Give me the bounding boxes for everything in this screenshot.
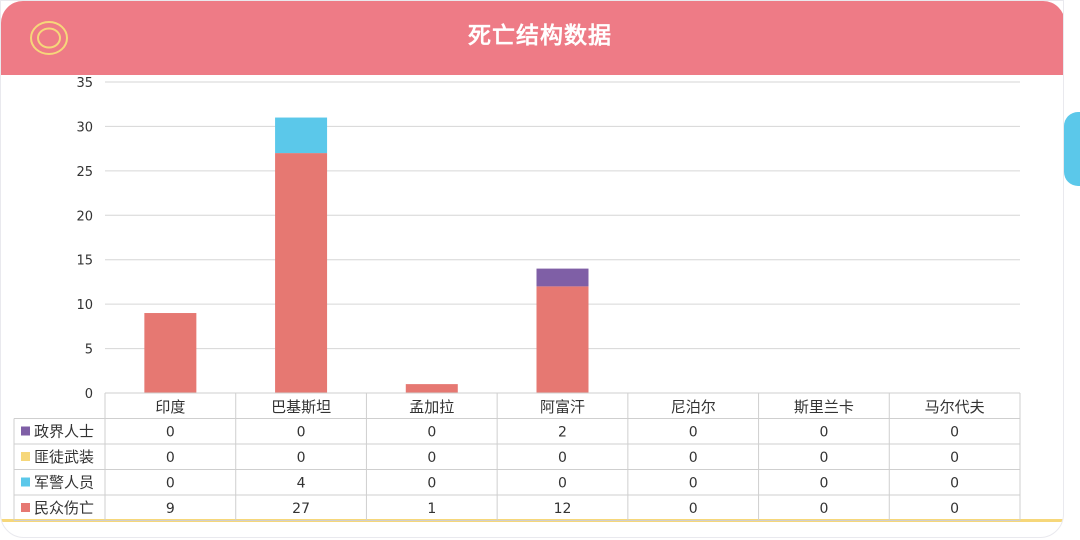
side-tab-handle[interactable] [1064, 112, 1080, 186]
table-cell-value: 0 [166, 476, 175, 492]
bar-segment [405, 384, 458, 393]
table-cell-value: 0 [689, 476, 698, 492]
category-label: 巴基斯坦 [271, 398, 331, 416]
y-tick-label: 0 [85, 387, 93, 402]
category-label: 阿富汗 [540, 398, 585, 416]
table-cell-value: 0 [950, 476, 959, 492]
table-cell-value: 0 [689, 450, 698, 466]
category-label: 斯里兰卡 [794, 398, 854, 416]
table-cell-value: 0 [689, 425, 698, 441]
legend-swatch [21, 477, 30, 487]
category-label: 印度 [155, 398, 185, 416]
table-cell-value: 0 [297, 450, 306, 466]
table-cell-value: 0 [950, 425, 959, 441]
table-cell-value: 0 [819, 501, 828, 517]
page-title: 死亡结构数据 [468, 23, 612, 49]
table-cell-value: 0 [819, 476, 828, 492]
table-cell-value: 0 [689, 501, 698, 517]
y-tick-label: 15 [76, 254, 93, 269]
bar-segment [275, 153, 328, 393]
legend-label: 民众伤亡 [34, 499, 94, 517]
bar-segment [275, 117, 328, 154]
category-label: 马尔代夫 [925, 398, 985, 416]
table-cell-value: 1 [427, 501, 436, 517]
table-cell-value: 0 [427, 425, 436, 441]
y-tick-label: 35 [76, 76, 93, 91]
table-cell-value: 0 [819, 425, 828, 441]
bar-segment [536, 286, 589, 393]
table-cell-value: 12 [554, 501, 572, 517]
card-header [1, 1, 1063, 75]
category-label: 尼泊尔 [671, 398, 716, 416]
table-cell-value: 0 [427, 450, 436, 466]
y-tick-label: 10 [76, 298, 93, 313]
category-label: 孟加拉 [409, 398, 454, 416]
bar-segment [536, 268, 589, 287]
table-cell-value: 27 [292, 501, 310, 517]
legend-swatch [21, 452, 30, 461]
table-cell-value: 0 [558, 476, 567, 492]
y-tick-label: 25 [76, 165, 93, 180]
table-cell-value: 0 [950, 450, 959, 466]
y-tick-label: 30 [76, 120, 93, 135]
legend-swatch [21, 426, 30, 436]
legend-label: 匪徒武装 [34, 448, 94, 466]
y-tick-label: 5 [85, 343, 93, 358]
table-cell-value: 9 [166, 501, 175, 517]
table-cell-value: 0 [558, 450, 567, 466]
table-cell-value: 0 [166, 450, 175, 466]
bar-segment [144, 313, 197, 393]
table-cell-value: 0 [166, 425, 175, 441]
table-cell-value: 0 [819, 450, 828, 466]
table-cell-value: 0 [950, 501, 959, 517]
legend-swatch [21, 503, 30, 512]
legend-label: 军警人员 [34, 474, 94, 492]
table-cell-value: 0 [297, 425, 306, 441]
y-tick-label: 20 [76, 209, 93, 224]
table-cell-value: 2 [558, 425, 567, 441]
legend-label: 政界人士 [34, 423, 94, 441]
table-cell-value: 4 [297, 476, 306, 492]
table-cell-value: 0 [427, 476, 436, 492]
target-rings-icon [29, 18, 71, 62]
